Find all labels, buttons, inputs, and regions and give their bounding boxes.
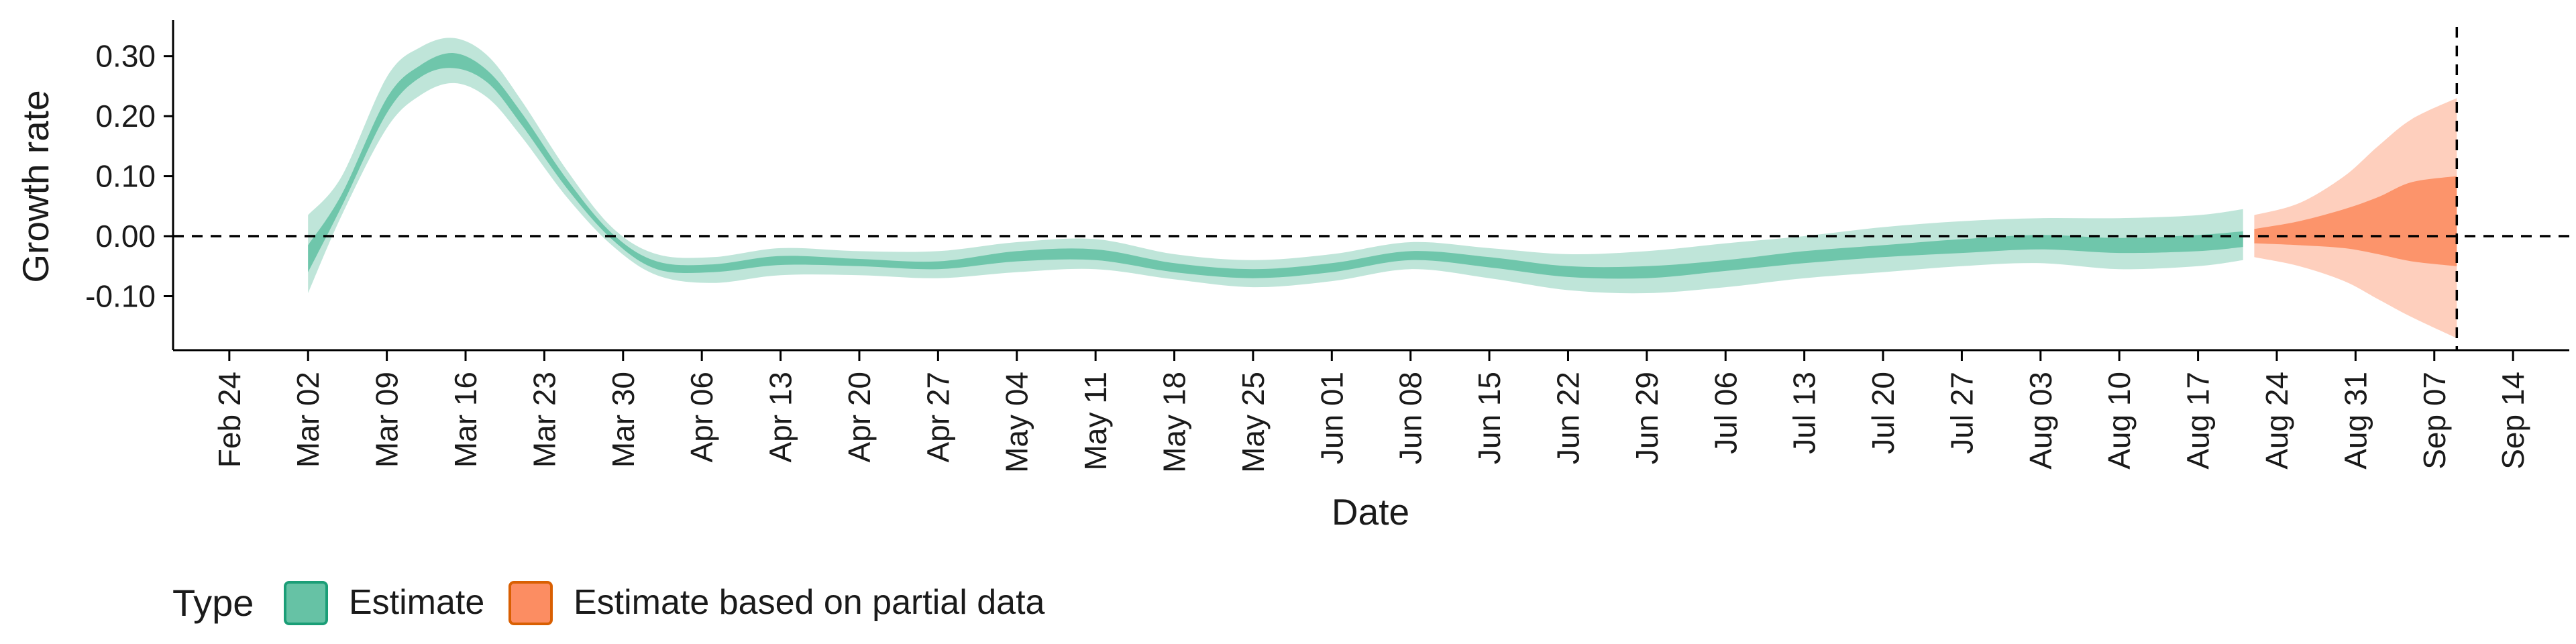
axes [172,20,2569,352]
x-tick-label: May 04 [1000,372,1034,473]
x-tick-label: Aug 10 [2102,372,2137,470]
x-tick-label: Jul 06 [1708,372,1743,454]
x-tick-label: May 11 [1078,372,1113,470]
x-tick-label: Aug 31 [2338,372,2373,470]
x-tick-label: Jul 20 [1866,372,1900,454]
x-tick-label: Mar 02 [290,372,325,468]
x-tick-label: Aug 03 [2023,372,2058,470]
y-tick-label: 0.20 [95,99,156,133]
x-tick-label: Mar 30 [606,372,641,468]
x-tick-label: Mar 16 [448,372,483,468]
legend: Type Estimate Estimate based on partial d… [172,581,1045,625]
y-axis-title: Growth rate [15,90,56,282]
estimate-outer-band [308,38,2243,294]
y-tick-label: 0.10 [95,159,156,194]
y-tick-label: 0.00 [95,219,156,254]
x-tick-label: Jun 01 [1314,372,1349,464]
x-tick-label: May 25 [1236,372,1271,473]
x-tick-label: Sep 14 [2496,372,2530,470]
y-tick-label: 0.30 [95,39,156,74]
x-tick-label: Apr 27 [920,372,955,463]
legend-swatch [508,581,553,625]
x-tick-label: Jun 08 [1393,372,1428,464]
x-tick-label: Apr 06 [684,372,719,463]
legend-swatch [284,581,328,625]
x-tick-label: Mar 09 [370,372,405,468]
legend-title: Type [172,582,254,624]
estimate-based-on-partial-data-inner-band [2254,176,2457,266]
uncertainty-bands [308,38,2457,339]
x-tick-label: Aug 17 [2181,372,2216,470]
legend-label: Estimate based on partial data [574,583,1045,622]
x-tick-label: Jul 13 [1787,372,1822,454]
reference-lines [173,27,2569,350]
x-tick-label: Apr 20 [842,372,877,463]
estimate-inner-band [308,53,2243,279]
x-tick-label: Feb 24 [212,372,247,468]
x-tick-label: Jun 29 [1629,372,1664,464]
x-tick-label: Jun 22 [1551,372,1586,464]
x-ticks: Feb 24 Mar 02 Mar 09 Mar 16 Mar 23 Mar 30 Apr … [212,350,2530,473]
y-ticks: 0.30 0.20 0.10 0.00 -0.10 [85,39,173,313]
x-axis-title: Date [1332,491,1409,533]
x-tick-label: May 18 [1157,372,1192,473]
x-tick-label: Sep 07 [2417,372,2452,470]
x-tick-label: Mar 23 [527,372,561,468]
x-tick-label: Jul 27 [1944,372,1979,454]
legend-label: Estimate [349,583,484,622]
x-tick-label: Apr 13 [763,372,798,463]
x-tick-label: Aug 24 [2259,372,2294,470]
x-tick-label: Jun 15 [1472,372,1507,464]
y-tick-label: -0.10 [85,278,156,313]
